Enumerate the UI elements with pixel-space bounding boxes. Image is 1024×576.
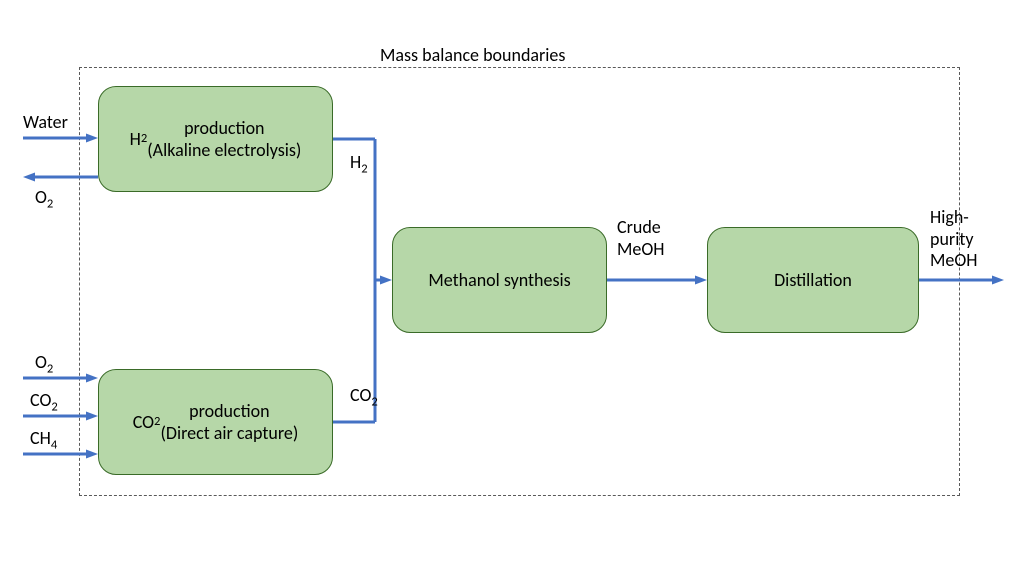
label-ch4-in: CH4	[30, 428, 57, 453]
node-distillation: Distillation	[707, 227, 919, 333]
node-h2-production: H2 production(Alkaline electrolysis)	[98, 86, 333, 192]
node-methanol-synthesis: Methanol synthesis	[392, 227, 607, 333]
label-water: Water	[23, 112, 68, 134]
node-co2-production: CO2 production(Direct air capture)	[98, 369, 333, 475]
diagram-stage: Mass balance boundaries H2 production(Al…	[0, 0, 1024, 576]
label-crude: Crude MeOH	[617, 217, 664, 260]
boundary-label: Mass balance boundaries	[380, 44, 565, 66]
label-o2-out-top: O2	[35, 187, 53, 212]
label-co2-in: CO2	[30, 390, 58, 415]
label-h2-mid: H2	[350, 152, 368, 177]
label-o2-in: O2	[35, 352, 53, 377]
label-co2-mid: CO2	[350, 385, 378, 410]
label-high: High- purity MeOH	[930, 207, 977, 272]
